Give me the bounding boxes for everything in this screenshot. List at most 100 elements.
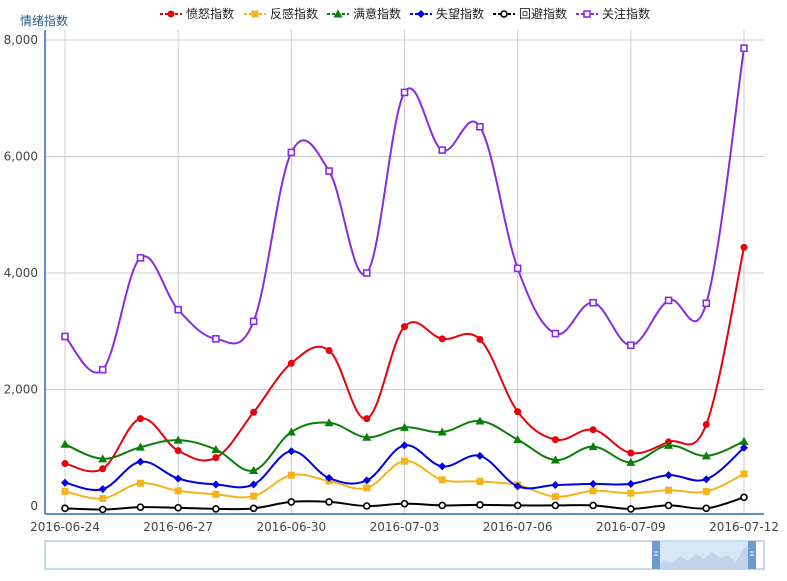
datazoom-track[interactable]: [44, 540, 765, 570]
data-point[interactable]: [476, 335, 484, 343]
data-point[interactable]: [476, 501, 484, 509]
data-point[interactable]: [60, 439, 70, 448]
data-point[interactable]: [173, 435, 183, 444]
data-point[interactable]: [664, 501, 673, 510]
legend-marker[interactable]: [583, 10, 591, 18]
data-point[interactable]: [324, 418, 334, 427]
data-point[interactable]: [740, 243, 748, 251]
data-point[interactable]: [61, 504, 69, 513]
data-point[interactable]: [61, 478, 69, 487]
data-point[interactable]: [513, 435, 523, 444]
data-point[interactable]: [363, 484, 371, 492]
data-point[interactable]: [626, 479, 635, 488]
data-point[interactable]: [702, 299, 711, 308]
legend-item[interactable]: 回避指数: [493, 6, 567, 21]
data-point[interactable]: [702, 420, 710, 428]
data-point[interactable]: [61, 459, 69, 467]
data-point[interactable]: [551, 481, 560, 490]
data-point[interactable]: [513, 501, 522, 510]
data-point[interactable]: [513, 482, 522, 491]
data-point[interactable]: [438, 335, 446, 343]
data-point[interactable]: [99, 494, 107, 502]
data-point[interactable]: [589, 501, 597, 510]
legend-marker[interactable]: [417, 10, 425, 18]
data-point[interactable]: [136, 479, 144, 487]
data-point[interactable]: [174, 487, 182, 495]
data-point[interactable]: [249, 317, 258, 326]
data-point[interactable]: [664, 471, 673, 480]
data-point[interactable]: [212, 335, 220, 343]
data-point[interactable]: [136, 254, 145, 262]
data-point[interactable]: [325, 167, 333, 175]
data-point[interactable]: [438, 146, 447, 154]
data-point[interactable]: [212, 505, 220, 513]
data-point[interactable]: [740, 493, 748, 502]
data-point[interactable]: [476, 478, 484, 486]
data-point[interactable]: [400, 88, 409, 97]
data-point[interactable]: [98, 454, 108, 463]
data-point[interactable]: [61, 332, 69, 341]
legend-marker[interactable]: [251, 10, 259, 18]
data-point[interactable]: [362, 269, 371, 277]
data-point[interactable]: [286, 427, 296, 436]
data-point[interactable]: [98, 365, 107, 374]
data-point[interactable]: [400, 499, 409, 508]
data-point[interactable]: [514, 408, 522, 416]
data-point[interactable]: [135, 442, 145, 451]
data-point[interactable]: [588, 442, 598, 451]
data-point[interactable]: [740, 443, 748, 452]
data-point[interactable]: [627, 489, 635, 497]
data-point[interactable]: [437, 427, 447, 436]
data-point[interactable]: [665, 486, 673, 494]
data-point[interactable]: [664, 440, 674, 449]
data-point[interactable]: [551, 493, 559, 501]
data-point[interactable]: [212, 454, 220, 462]
data-point[interactable]: [626, 457, 636, 466]
data-point[interactable]: [287, 148, 296, 157]
data-point[interactable]: [362, 432, 372, 441]
data-point[interactable]: [438, 476, 446, 484]
data-point[interactable]: [249, 504, 258, 513]
data-point[interactable]: [325, 474, 334, 483]
data-point[interactable]: [740, 470, 748, 478]
data-point[interactable]: [740, 44, 748, 52]
data-point[interactable]: [136, 457, 145, 466]
data-point[interactable]: [589, 479, 598, 488]
data-point[interactable]: [362, 476, 371, 485]
data-point[interactable]: [136, 503, 145, 511]
data-point[interactable]: [438, 501, 447, 510]
data-point[interactable]: [249, 465, 259, 474]
data-point[interactable]: [475, 416, 485, 425]
legend-marker[interactable]: [333, 9, 343, 18]
data-point[interactable]: [98, 505, 107, 514]
data-point[interactable]: [702, 475, 711, 484]
data-point[interactable]: [401, 457, 408, 465]
data-point[interactable]: [325, 498, 333, 506]
data-point[interactable]: [400, 422, 409, 431]
data-point[interactable]: [664, 296, 673, 305]
datazoom-slider[interactable]: [44, 540, 765, 570]
data-point[interactable]: [287, 447, 296, 456]
legend-item[interactable]: 关注指数: [576, 6, 650, 21]
data-point[interactable]: [61, 487, 69, 495]
data-point[interactable]: [475, 451, 484, 460]
legend[interactable]: 愤怒指数 反感指数 满意指数 失望指数 回避指数 关注指数: [160, 6, 650, 21]
data-point[interactable]: [287, 359, 295, 367]
data-point[interactable]: [627, 449, 635, 457]
data-point[interactable]: [702, 487, 710, 495]
data-point[interactable]: [98, 485, 107, 494]
data-point[interactable]: [551, 436, 559, 444]
legend-item[interactable]: 失望指数: [410, 6, 484, 21]
data-point[interactable]: [250, 492, 258, 500]
data-point[interactable]: [550, 455, 560, 464]
data-point[interactable]: [174, 305, 182, 314]
data-point[interactable]: [513, 264, 522, 273]
data-point[interactable]: [551, 501, 560, 510]
data-point[interactable]: [438, 462, 447, 471]
data-point[interactable]: [136, 415, 144, 423]
data-point[interactable]: [401, 323, 408, 331]
data-point[interactable]: [174, 503, 182, 512]
legend-item[interactable]: 满意指数: [327, 6, 401, 21]
data-point[interactable]: [589, 426, 597, 434]
data-point[interactable]: [174, 474, 183, 483]
